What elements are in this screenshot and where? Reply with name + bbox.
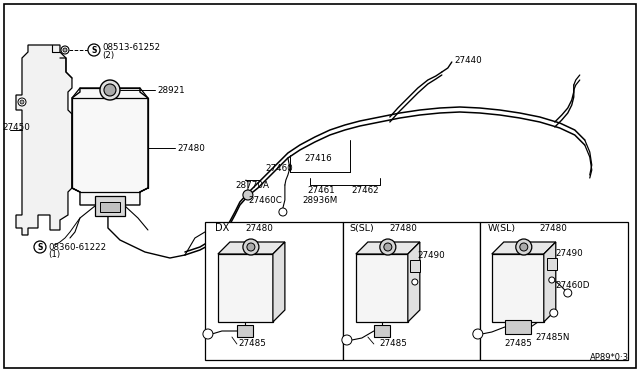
Text: W(SL): W(SL) <box>488 224 516 232</box>
Circle shape <box>20 100 24 104</box>
Text: 27480: 27480 <box>245 224 273 232</box>
Circle shape <box>104 84 116 96</box>
Polygon shape <box>273 242 285 322</box>
Text: 27480: 27480 <box>540 224 568 232</box>
Circle shape <box>63 48 67 52</box>
Text: DX: DX <box>215 223 229 233</box>
Text: 27485: 27485 <box>380 340 408 349</box>
Text: 28921: 28921 <box>157 86 184 94</box>
Bar <box>237 325 253 337</box>
Circle shape <box>516 239 532 255</box>
Circle shape <box>550 309 558 317</box>
Circle shape <box>247 243 255 251</box>
Circle shape <box>520 243 528 251</box>
Circle shape <box>18 98 26 106</box>
Circle shape <box>88 44 100 56</box>
Bar <box>410 260 420 272</box>
Bar <box>505 320 531 334</box>
Polygon shape <box>218 254 273 322</box>
Text: 27490: 27490 <box>418 251 445 260</box>
Text: 27416: 27416 <box>305 154 333 163</box>
Text: 27485: 27485 <box>238 340 266 349</box>
Polygon shape <box>16 45 72 235</box>
Text: 27490: 27490 <box>556 250 584 259</box>
Circle shape <box>279 208 287 216</box>
Text: 27461: 27461 <box>308 186 335 195</box>
Text: S: S <box>37 243 43 251</box>
Bar <box>95 196 125 216</box>
Text: 08513-61252: 08513-61252 <box>102 42 160 51</box>
Text: S: S <box>92 45 97 55</box>
Polygon shape <box>492 242 556 254</box>
Text: 27485: 27485 <box>505 340 532 349</box>
Bar <box>547 258 557 270</box>
Text: (2): (2) <box>102 51 114 60</box>
Text: 27480: 27480 <box>390 224 418 232</box>
Bar <box>374 325 390 337</box>
Text: 27450: 27450 <box>2 122 30 131</box>
Text: 27462: 27462 <box>352 186 380 195</box>
Bar <box>480 222 628 360</box>
Polygon shape <box>356 242 420 254</box>
Text: 27485N: 27485N <box>536 334 570 343</box>
Circle shape <box>243 239 259 255</box>
Circle shape <box>61 46 69 54</box>
Circle shape <box>412 279 418 285</box>
Polygon shape <box>492 254 544 322</box>
Text: 08360-61222: 08360-61222 <box>48 243 106 251</box>
Circle shape <box>564 289 572 297</box>
Polygon shape <box>356 254 408 322</box>
Text: (1): (1) <box>48 250 60 260</box>
Text: 27460C: 27460C <box>248 196 282 205</box>
Bar <box>205 222 343 360</box>
Polygon shape <box>72 88 148 205</box>
Text: 27480: 27480 <box>177 144 205 153</box>
Circle shape <box>473 329 483 339</box>
Text: 27460D: 27460D <box>556 280 590 289</box>
Circle shape <box>100 80 120 100</box>
Text: 27440: 27440 <box>455 55 483 64</box>
Bar <box>343 222 480 360</box>
Polygon shape <box>544 242 556 322</box>
Circle shape <box>34 241 46 253</box>
Circle shape <box>380 239 396 255</box>
Polygon shape <box>408 242 420 322</box>
Circle shape <box>203 329 213 339</box>
Text: 27460: 27460 <box>265 164 292 173</box>
Text: S(SL): S(SL) <box>350 224 374 232</box>
Text: 28770A: 28770A <box>235 180 269 189</box>
Circle shape <box>548 277 555 283</box>
Text: 28936M: 28936M <box>303 196 338 205</box>
Text: AP89*0·3: AP89*0·3 <box>590 353 628 362</box>
Circle shape <box>342 335 352 345</box>
Circle shape <box>384 243 392 251</box>
Bar <box>100 202 120 212</box>
Circle shape <box>243 190 253 200</box>
Polygon shape <box>218 242 285 254</box>
